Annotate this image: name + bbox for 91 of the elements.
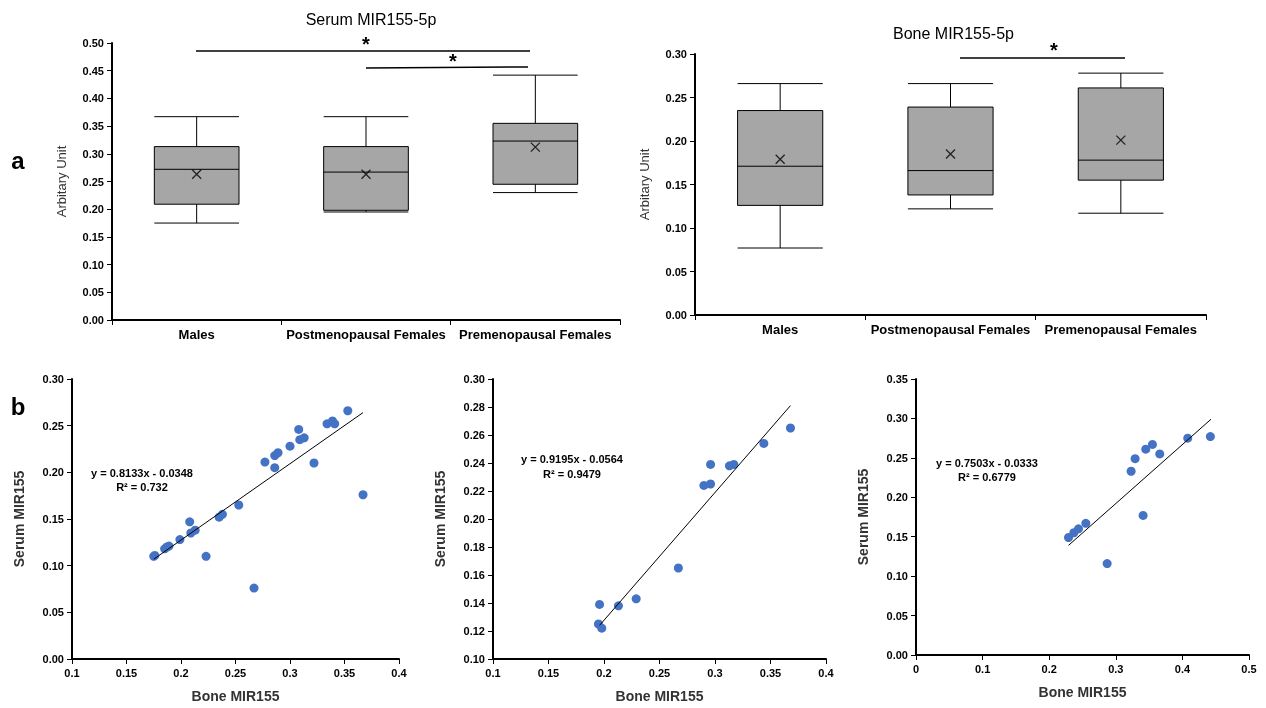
chart-title: Serum MIR155-5p [305,10,437,28]
annotation: * [362,33,371,55]
x-tick-label: Premenopausal Females [1044,322,1198,337]
x-tick-label: 0.1 [485,666,501,679]
x-tick-label: 0.1 [974,662,991,675]
x-tick-label: Premenopausal Females [459,327,612,342]
y-tick-label: 0.30 [42,373,64,385]
annotation: y = 0.7503x - 0.0333 [936,457,1038,469]
y-tick-label: 0.20 [463,513,485,525]
y-tick-label: 0.15 [665,178,687,191]
x-tick-label: 0.4 [818,666,835,679]
chart-title: Bone MIR155-5p [893,24,1015,42]
x-tick-label: 0.5 [1241,662,1257,675]
annotation: y = 0.8133x - 0.0348 [91,467,193,479]
x-tick-label: 0.4 [391,666,408,679]
annotation: R² = 0.9479 [543,468,601,480]
x-tick-label: 0.3 [707,666,723,679]
y-axis-title: Arbitary Unit [54,145,69,218]
y-tick-label: 0.10 [886,570,908,583]
x-tick-label: 0.3 [1108,662,1124,675]
x-tick-label: 0.25 [648,666,671,679]
y-tick-label: 0.20 [886,491,908,504]
x-tick-label: 0.25 [224,666,247,679]
x-axis-title: Bone MIR155 [1038,684,1127,700]
y-tick-label: 0.05 [42,606,64,619]
y-tick-label: 0.05 [886,609,908,622]
y-tick-label: 0.20 [665,135,687,147]
annotation: y = 0.9195x - 0.0564 [521,453,624,465]
x-tick-label: 0.2 [173,666,189,679]
x-tick-label: 0.35 [759,666,782,679]
text: b [10,392,26,420]
x-tick-label: Males [178,327,215,342]
y-tick-label: 0.10 [665,222,687,234]
x-tick-label: Postmenopausal Females [286,327,446,342]
annotation: * [449,50,458,72]
y-tick-label: 0.00 [665,309,687,321]
annotation: R² = 0.6779 [958,471,1016,483]
y-tick-label: 0.10 [42,559,64,572]
y-tick-label: 0.05 [82,286,104,299]
y-tick-label: 0.30 [82,147,104,160]
y-axis-title: Serum MIR155 [11,470,27,568]
y-tick-label: 0.10 [82,258,104,271]
x-tick-label: 0.3 [282,666,298,679]
y-tick-label: 0.15 [82,230,104,243]
y-tick-label: 0.30 [886,412,908,425]
x-tick-label: 0.4 [1174,662,1191,675]
y-tick-label: 0.14 [463,597,486,609]
x-tick-label: 0.1 [64,666,80,679]
y-tick-label: 0.40 [82,92,104,105]
y-tick-label: 0.15 [42,513,64,525]
y-tick-label: 0.35 [82,120,104,133]
y-tick-label: 0.24 [463,457,486,469]
x-tick-label: 0.2 [1041,662,1057,675]
y-tick-label: 0.00 [886,649,908,661]
y-tick-label: 0.18 [463,541,485,553]
y-tick-label: 0.20 [82,203,104,216]
y-tick-label: 0.00 [42,653,64,665]
y-tick-label: 0.05 [665,265,687,278]
text: a [11,146,26,174]
y-axis-title: Serum MIR155 [432,470,448,568]
y-axis-title: Serum MIR155 [855,468,871,566]
y-tick-label: 0.00 [82,314,104,326]
y-tick-label: 0.25 [42,419,64,432]
x-tick-label: Males [762,322,799,337]
y-tick-label: 0.30 [463,373,485,385]
annotation: R² = 0.732 [116,481,168,493]
y-tick-label: 0.12 [463,625,485,637]
y-tick-label: 0.15 [886,530,908,543]
y-tick-label: 0.28 [463,401,485,413]
y-tick-label: 0.26 [463,429,485,441]
y-tick-label: 0.30 [665,48,687,60]
y-tick-label: 0.20 [42,466,64,479]
x-axis-title: Bone MIR155 [191,688,280,704]
x-tick-label: 0.2 [596,666,612,679]
y-tick-label: 0.35 [886,373,908,385]
y-tick-label: 0.25 [665,91,687,104]
x-tick-label: 0.15 [537,666,560,679]
y-tick-label: 0.45 [82,64,104,77]
x-tick-label: 0.35 [333,666,356,679]
y-tick-label: 0.50 [82,37,104,49]
y-tick-label: 0.25 [82,175,104,188]
y-tick-label: 0.22 [463,485,485,497]
x-tick-label: Postmenopausal Females [870,322,1031,337]
x-tick-label: 0 [912,662,920,675]
x-tick-label: 0.15 [115,666,138,679]
x-axis-title: Bone MIR155 [615,688,704,704]
y-tick-label: 0.25 [886,451,908,464]
y-axis-title: Arbitary Unit [637,148,652,221]
y-tick-label: 0.16 [463,569,485,581]
y-tick-label: 0.10 [463,653,485,665]
annotation: * [1050,39,1059,61]
